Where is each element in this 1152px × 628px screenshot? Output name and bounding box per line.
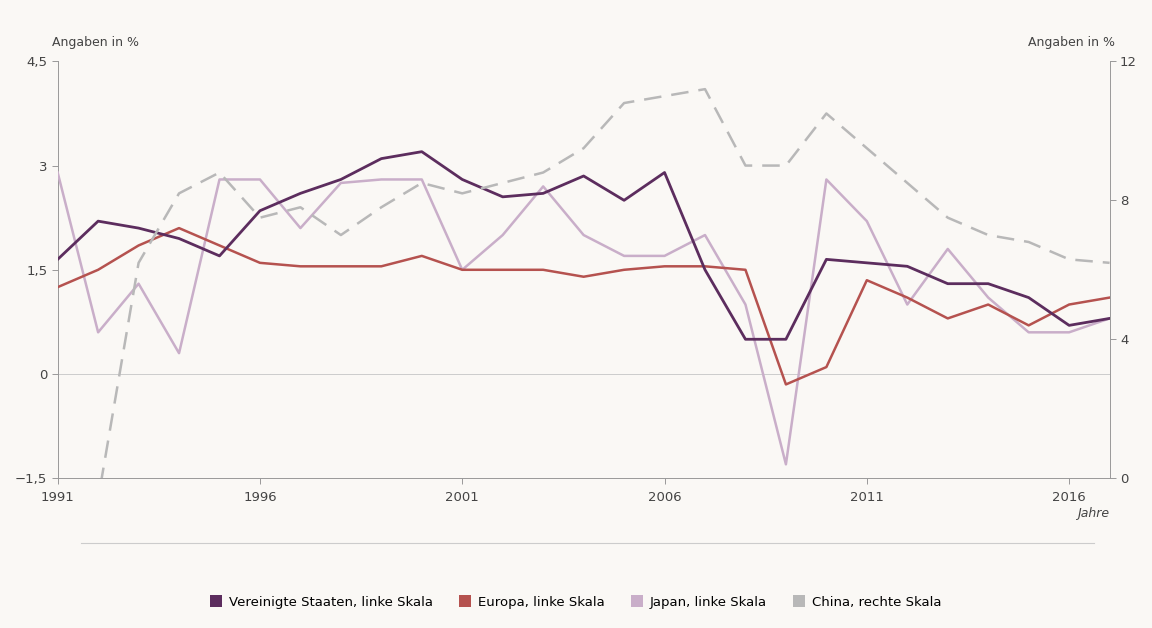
- Text: Jahre: Jahre: [1077, 507, 1109, 521]
- Text: Angaben in %: Angaben in %: [1028, 36, 1115, 49]
- Legend: Vereinigte Staaten, linke Skala, Europa, linke Skala, Japan, linke Skala, China,: Vereinigte Staaten, linke Skala, Europa,…: [211, 596, 941, 609]
- Text: Angaben in %: Angaben in %: [52, 36, 139, 49]
